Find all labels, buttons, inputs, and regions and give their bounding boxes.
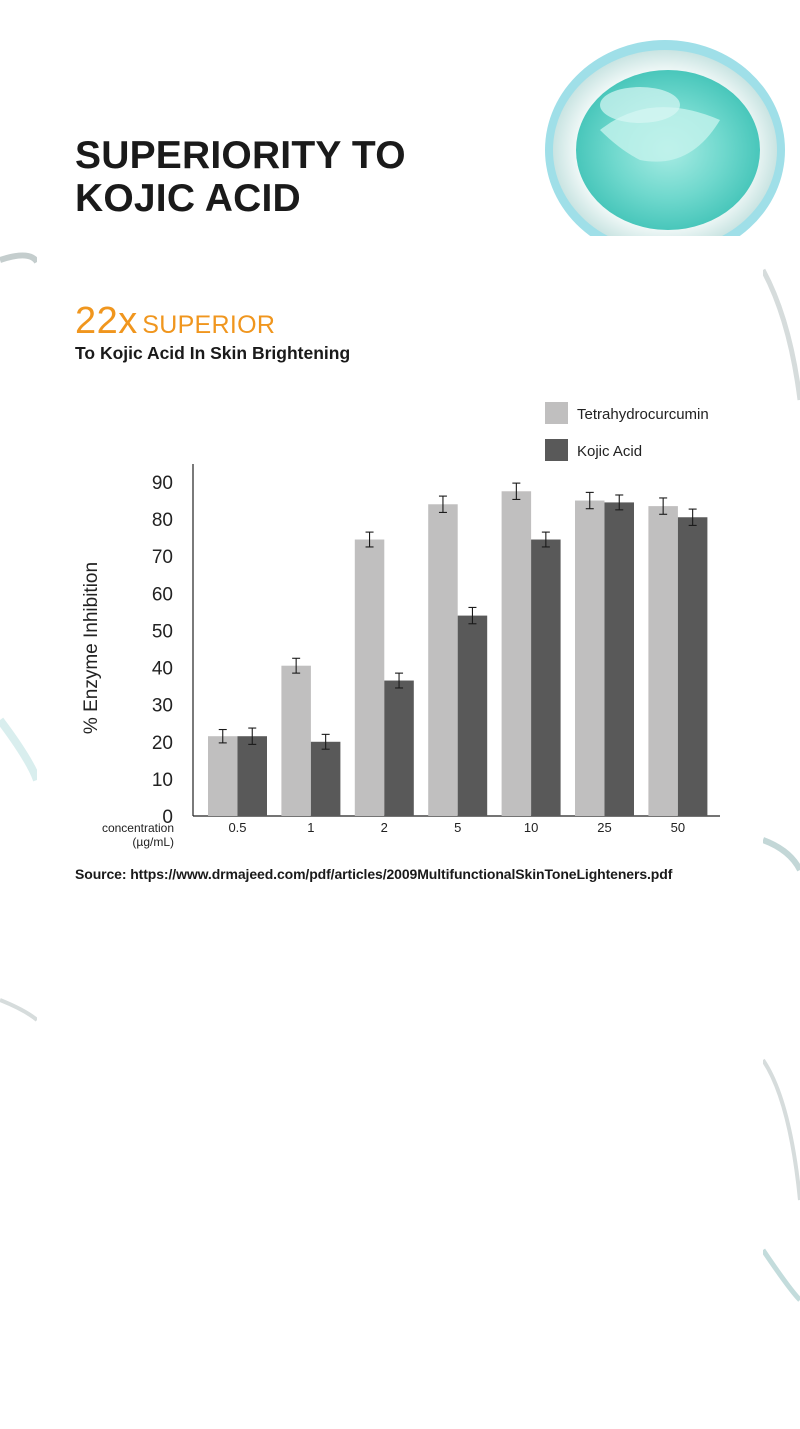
subtitle: To Kojic Acid In Skin Brightening [75, 343, 351, 363]
glass-dish-right [760, 268, 800, 1302]
content-card [37, 236, 763, 1384]
superiority-headline: 22x SUPERIOR [75, 300, 275, 343]
multiplier-value: 22x [75, 300, 138, 342]
page-title: SUPERIORITY TO KOJIC ACID [75, 134, 406, 220]
superior-label: SUPERIOR [142, 311, 276, 339]
source-citation: Source: https://www.drmajeed.com/pdf/art… [75, 866, 673, 882]
cream-jar-image [545, 40, 785, 260]
glass-dish-left [0, 252, 41, 1022]
